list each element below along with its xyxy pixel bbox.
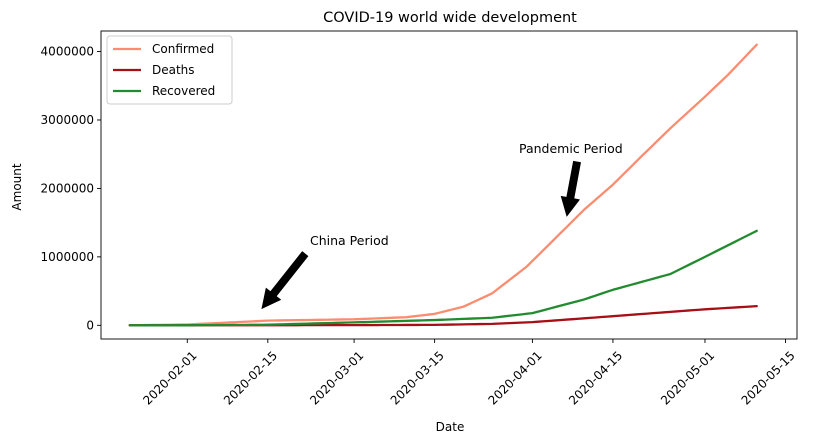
legend-label-recovered: Recovered <box>152 84 215 98</box>
plot-frame <box>100 30 798 340</box>
series-line-recovered <box>128 229 758 327</box>
legend-box <box>106 35 233 105</box>
pandemic-period-label: Pandemic Period <box>519 141 623 156</box>
china-period-arrow <box>261 251 309 310</box>
plot-area <box>100 30 798 340</box>
y-axis-label: Amount <box>10 163 24 210</box>
x-tick-label: 2020-02-15 <box>221 348 280 407</box>
x-tick-label: 2020-05-15 <box>739 348 798 407</box>
series-line-confirmed <box>128 43 758 327</box>
china-period-label: China Period <box>310 233 389 248</box>
x-tick-label: 2020-05-01 <box>658 348 717 407</box>
legend: Confirmed Deaths Recovered <box>106 35 233 105</box>
y-axis-ticks: 0 1000000 2000000 3000000 4000000 <box>41 45 101 332</box>
annotations: China Period Pandemic Period <box>261 141 623 310</box>
y-tick-label: 0 <box>86 318 94 332</box>
x-axis-label: Date <box>436 420 465 434</box>
y-tick-label: 2000000 <box>41 181 94 195</box>
chart-title: COVID-19 world wide development <box>323 10 577 26</box>
x-tick-label: 2020-03-15 <box>388 348 447 407</box>
legend-label-deaths: Deaths <box>152 63 195 77</box>
pandemic-period-arrow <box>560 160 581 217</box>
legend-label-confirmed: Confirmed <box>152 42 214 56</box>
x-tick-label: 2020-02-01 <box>140 348 199 407</box>
x-tick-label: 2020-03-01 <box>307 348 366 407</box>
series-layer <box>128 43 758 327</box>
x-tick-label: 2020-04-15 <box>566 348 625 407</box>
x-axis-ticks: 2020-02-01 2020-02-15 2020-03-01 2020-03-15… <box>140 339 798 408</box>
y-tick-label: 4000000 <box>41 45 94 59</box>
y-tick-label: 3000000 <box>41 113 94 127</box>
y-tick-label: 1000000 <box>41 250 94 264</box>
x-tick-label: 2020-04-01 <box>486 348 545 407</box>
